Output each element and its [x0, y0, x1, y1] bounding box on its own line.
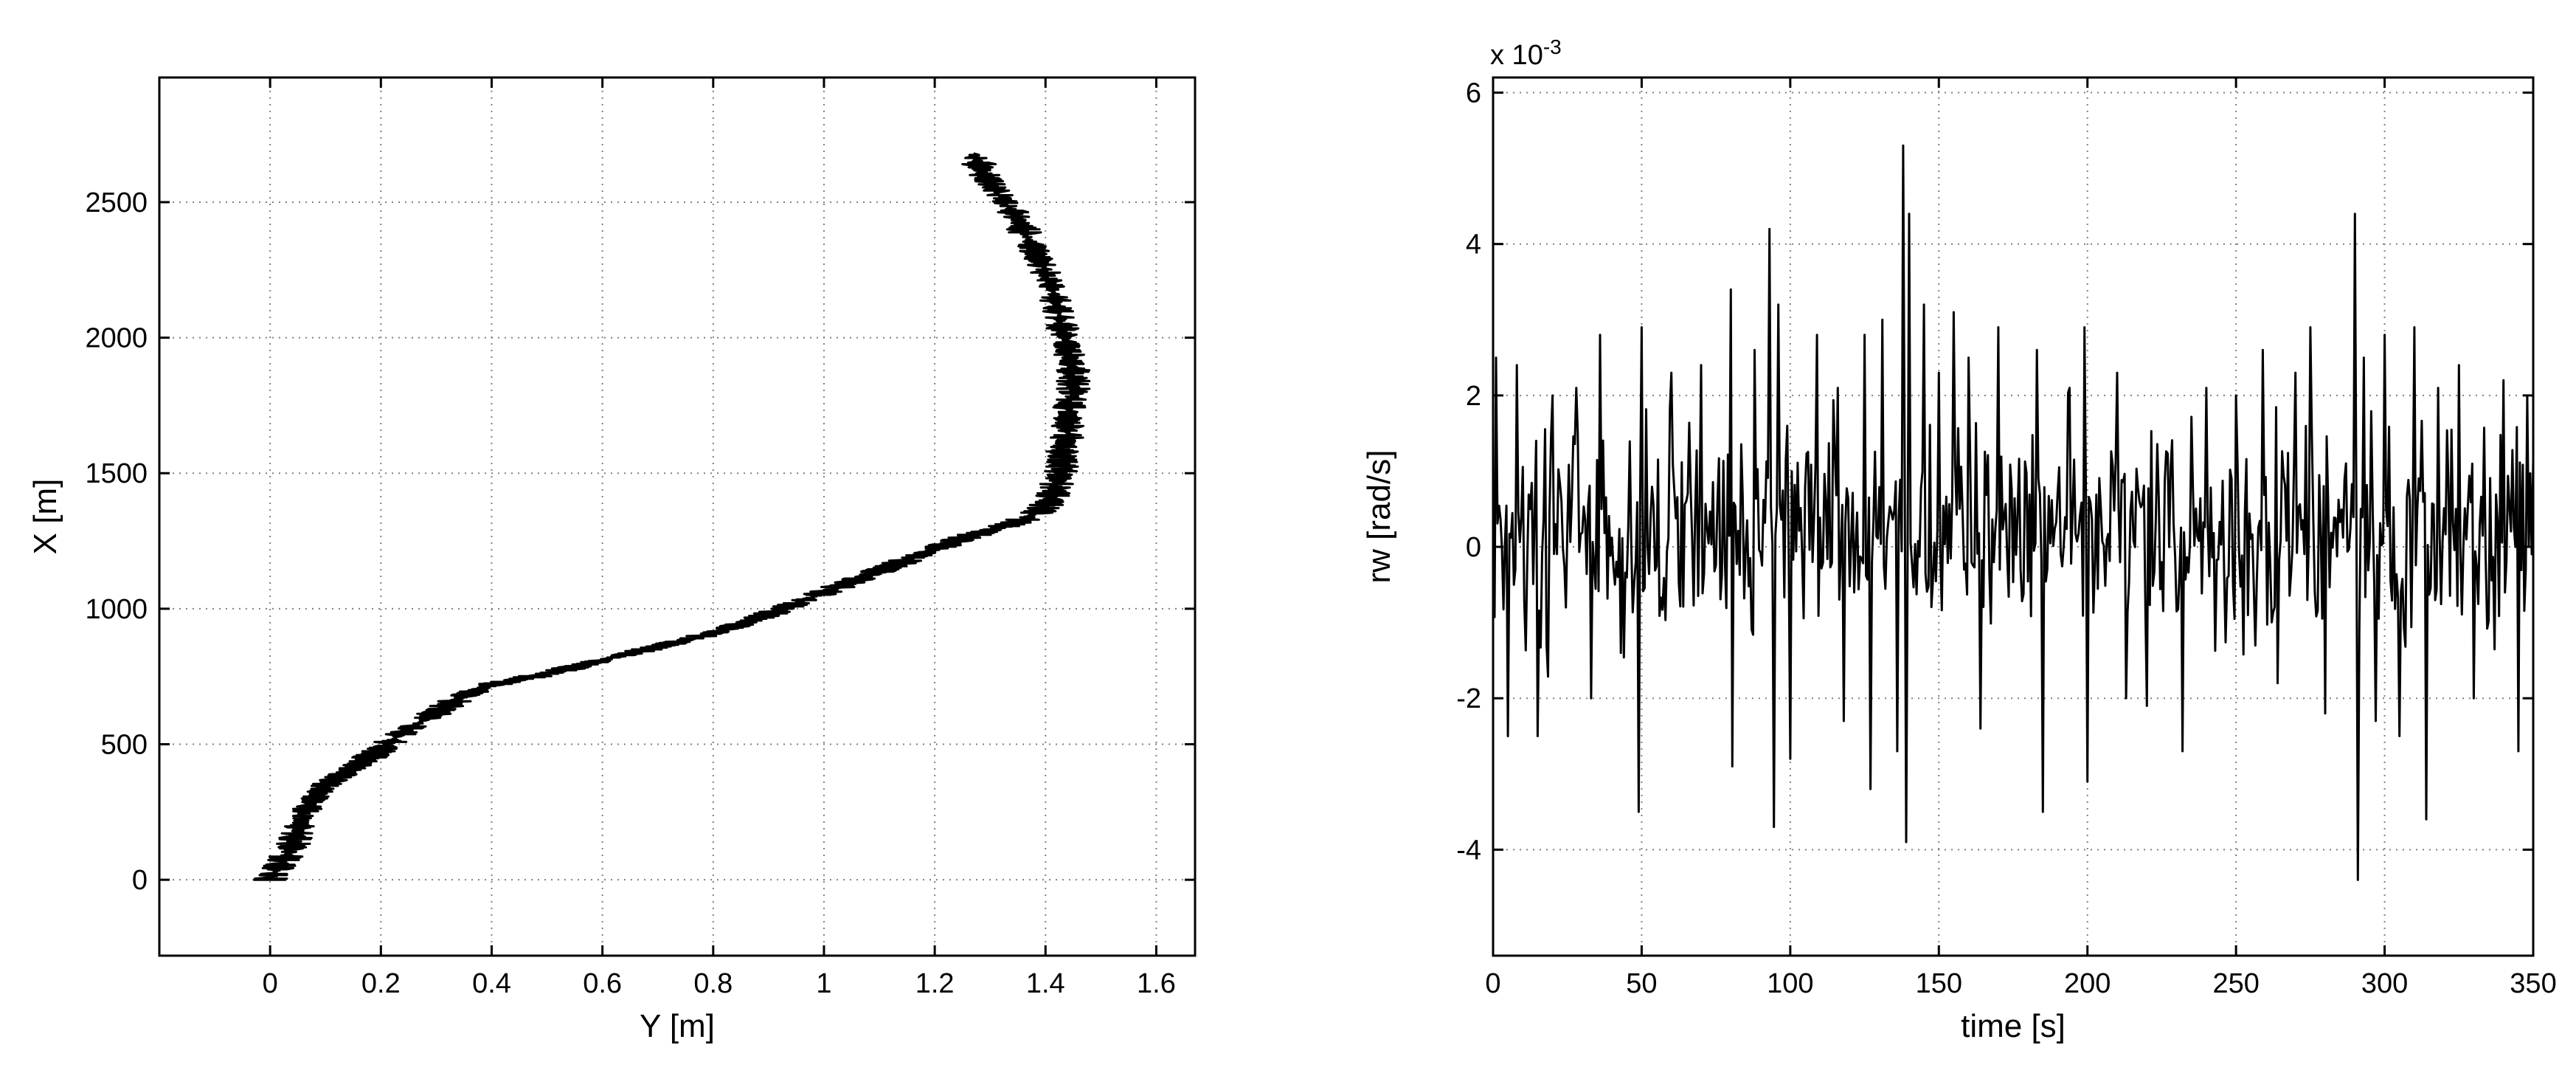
x-tick-label: 0 [263, 968, 278, 999]
rate-noise-series-line [1492, 144, 2535, 881]
x-tick-label: 0 [1485, 968, 1500, 999]
x-tick-label: 1.6 [1137, 968, 1176, 999]
rate-noise-y-axis-label: rw [rad/s] [1361, 450, 1397, 584]
rate-noise-exponent-label: x 10-3 [1490, 35, 1562, 71]
x-tick-label: 0.4 [472, 968, 511, 999]
exponent-power: -3 [1543, 35, 1562, 58]
x-tick-label: 0.8 [693, 968, 733, 999]
x-tick-label: 1 [816, 968, 831, 999]
trajectory-grid [159, 77, 1195, 956]
x-tick-label: 1.4 [1026, 968, 1065, 999]
y-tick-label: 2500 [85, 187, 148, 218]
y-tick-label: 6 [1466, 78, 1481, 109]
rate-noise-axes-frame [1492, 76, 2535, 957]
trajectory-y-axis-label: X [m] [27, 479, 63, 555]
x-tick-label: 250 [2212, 968, 2259, 999]
trajectory-y-tick-labels: 0 500 1000 1500 2000 2500 [85, 187, 148, 896]
y-tick-label: 2000 [85, 323, 148, 354]
rate-noise-x-tick-labels: 0 50 100 150 200 250 300 350 [1485, 968, 2556, 999]
y-tick-label: 0 [1466, 532, 1481, 563]
trajectory-x-axis-label: Y [m] [640, 1008, 715, 1044]
y-tick-label: 500 [101, 730, 148, 761]
x-tick-label: 0.6 [583, 968, 622, 999]
x-tick-label: 200 [2064, 968, 2111, 999]
y-tick-label: -4 [1456, 835, 1481, 866]
y-tick-label: 2 [1466, 381, 1481, 412]
x-tick-label: 1.2 [915, 968, 955, 999]
y-tick-label: -2 [1456, 683, 1481, 714]
trajectory-x-tick-labels: 0 0.2 0.4 0.6 0.8 1 1.2 1.4 1.6 [263, 968, 1176, 999]
exponent-base: x 10 [1490, 40, 1543, 71]
trajectory-series-line [253, 152, 1091, 881]
y-tick-label: 4 [1466, 230, 1481, 261]
rate-noise-x-axis-label: time [s] [1961, 1008, 2066, 1044]
x-tick-label: 0.2 [361, 968, 401, 999]
y-tick-label: 1500 [85, 458, 148, 489]
x-tick-label: 150 [1916, 968, 1962, 999]
rate-noise-y-tick-labels: -4 -2 0 2 4 6 [1456, 78, 1481, 866]
x-tick-label: 50 [1626, 968, 1657, 999]
trajectory-ticks [159, 77, 1195, 956]
y-tick-label: 1000 [85, 594, 148, 625]
x-tick-label: 350 [2510, 968, 2556, 999]
x-tick-label: 100 [1767, 968, 1813, 999]
y-tick-label: 0 [132, 865, 148, 896]
trajectory-axes-frame [158, 76, 1197, 957]
x-tick-label: 300 [2361, 968, 2408, 999]
trajectory-plot: 0 0.2 0.4 0.6 0.8 1 1.2 1.4 1.6 0 500 1000 1500 2000… [27, 76, 1197, 1044]
